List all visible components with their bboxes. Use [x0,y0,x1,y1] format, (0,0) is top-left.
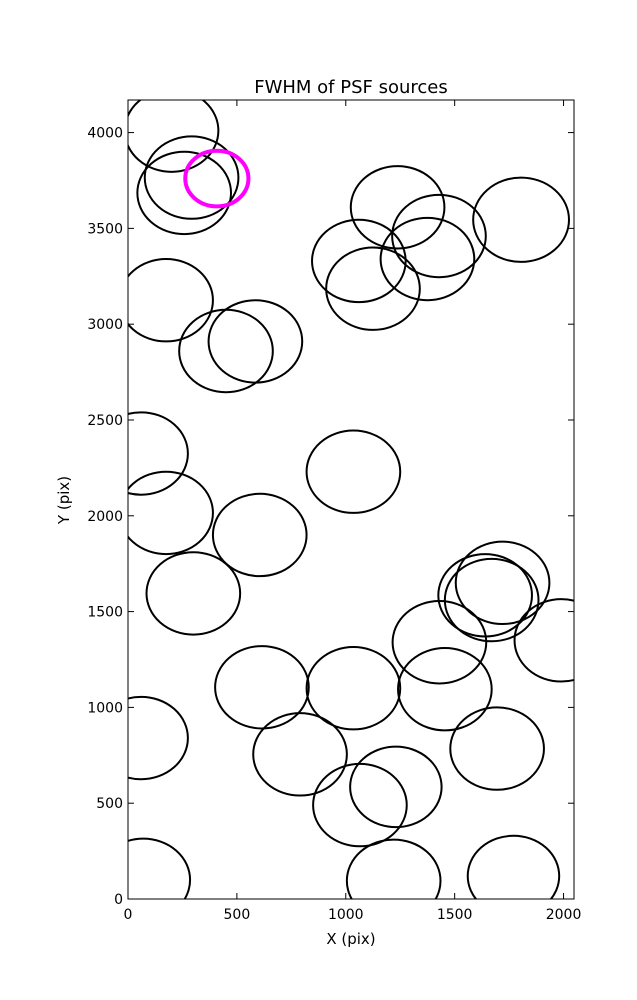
psf-source-circle [136,150,233,236]
psf-source-circle [513,598,574,683]
psf-source-circle [449,706,545,791]
y-axis-ticks: 0 500 1000 1500 2000 2500 3000 3500 4000 [87,126,574,908]
y-tick-label: 3500 [87,221,123,237]
x-tick-label: 500 [224,907,251,923]
psf-source-circle [211,492,308,578]
psf-source-circle [391,193,487,279]
psf-source-circle [128,695,189,781]
psf-source-circle [311,218,407,304]
y-tick-label: 1500 [87,605,123,621]
x-tick-label: 2000 [546,907,582,923]
y-tick-label: 1000 [87,700,123,716]
psf-source-circle [128,100,220,173]
y-tick-label: 0 [114,892,123,908]
x-tick-label: 1500 [437,907,473,923]
x-axis-label: X (pix) [326,930,375,948]
psf-source-circle [145,551,242,636]
psf-source-circle [214,645,310,730]
psf-source-circle [391,600,488,685]
x-tick-label: 0 [124,907,133,923]
y-tick-label: 2000 [87,509,123,525]
psf-source-circle [143,135,240,220]
psf-source-circle [312,762,408,848]
psf-source-circle [466,834,561,899]
psf-source-circle [128,837,192,899]
psf-source-circle [345,838,442,899]
psf-sources [128,100,574,899]
psf-source-circle [325,246,421,331]
psf-source-circle [397,646,493,732]
highlight-source-circle [183,148,251,209]
y-axis-label: Y (pix) [55,476,73,525]
chart-title: FWHM of PSF sources [254,77,448,98]
psf-source-circle [128,411,189,496]
psf-source-circle [454,540,551,626]
psf-source-circle [305,429,402,514]
y-tick-label: 500 [96,796,123,812]
x-axis-ticks: 0 500 1000 1500 2000 [124,100,582,923]
psf-source-circle [349,745,443,829]
y-tick-label: 2500 [87,413,123,429]
psf-source-circle [252,712,348,797]
highlighted-source [183,148,251,209]
psf-source-circle [128,470,214,556]
psf-source-circle [443,557,540,643]
plot-frame [127,99,575,900]
psf-source-circle [178,308,274,394]
psf-source-circle [207,299,304,384]
x-tick-label: 1000 [328,907,364,923]
psf-source-circle [305,646,402,731]
y-tick-label: 3000 [87,317,123,333]
psf-source-circle [472,176,570,263]
psf-source-circle [128,258,214,343]
psf-source-circle [349,165,446,250]
y-tick-label: 4000 [87,126,123,142]
psf-source-circle [379,216,476,302]
